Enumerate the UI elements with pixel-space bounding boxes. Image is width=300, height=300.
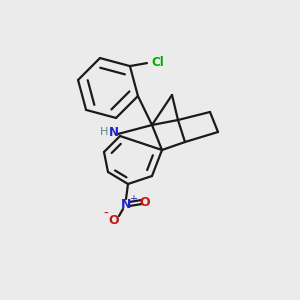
- Text: N: N: [121, 197, 131, 211]
- Text: -: -: [103, 207, 108, 221]
- Text: O: O: [140, 196, 150, 208]
- Text: +: +: [129, 194, 137, 204]
- Text: Cl: Cl: [151, 56, 164, 69]
- Text: N: N: [109, 127, 119, 140]
- Text: H: H: [100, 127, 108, 137]
- Text: O: O: [109, 214, 119, 227]
